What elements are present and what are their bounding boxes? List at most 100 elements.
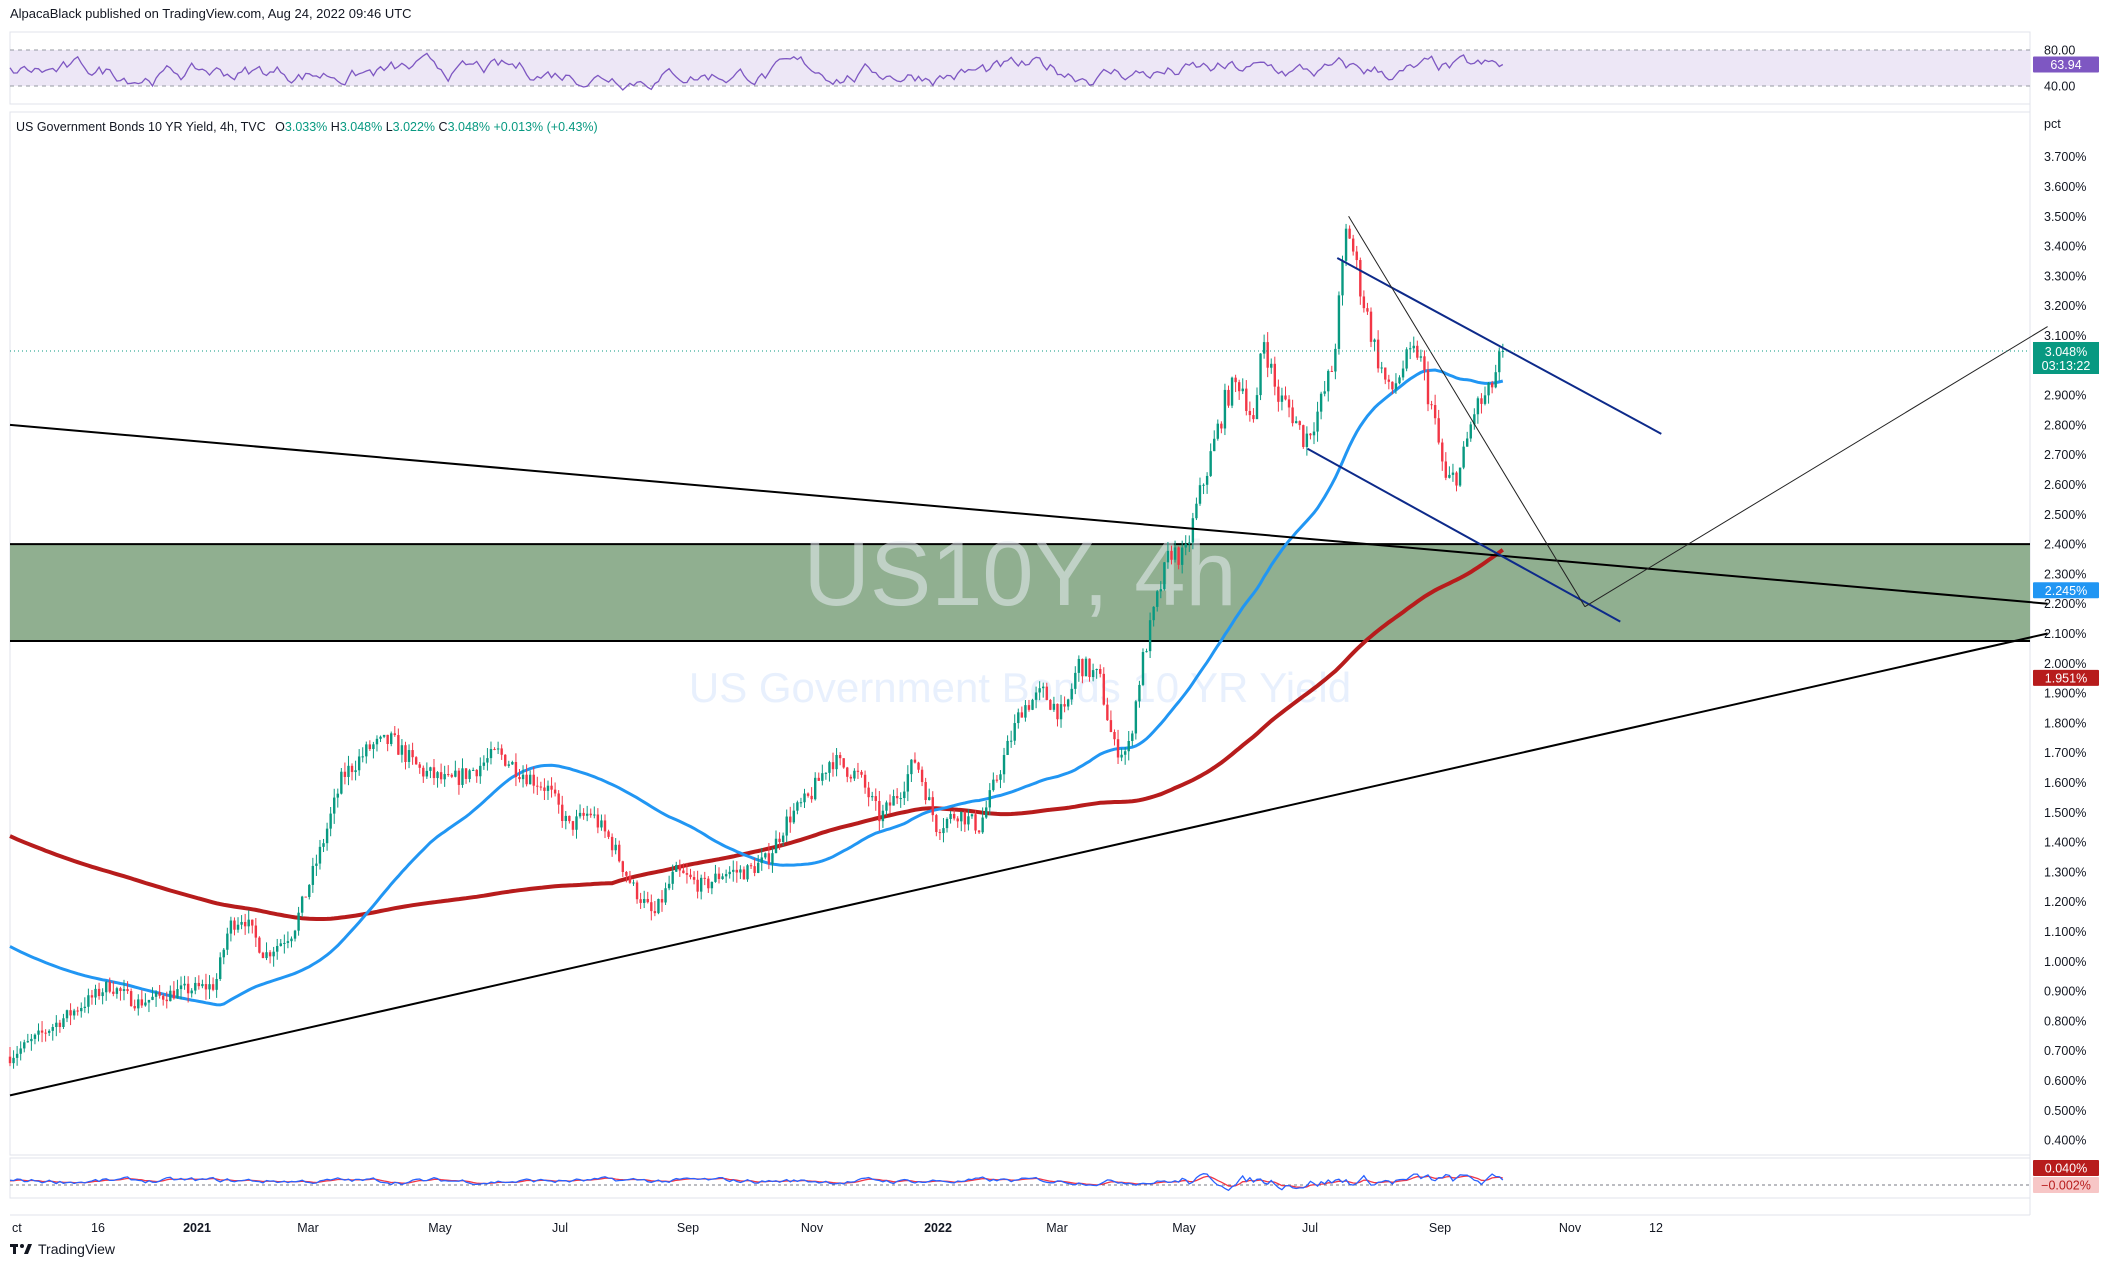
candle-body [1234, 377, 1237, 383]
price-tick-label: 1.800% [2044, 716, 2086, 730]
candle-body [457, 770, 461, 785]
rsi-tick-label: 40.00 [2044, 80, 2075, 94]
candle-body [347, 765, 350, 777]
candle-body [1213, 438, 1216, 452]
macd-value-badge-bg [2033, 1160, 2099, 1176]
candle-body [1355, 251, 1358, 261]
candle-body [849, 776, 853, 779]
price-tick-label: 3.600% [2044, 180, 2086, 194]
candle-body [1191, 518, 1195, 543]
current-price-badge-bg [2033, 341, 2099, 374]
candle-body [1059, 704, 1063, 720]
candle-body [65, 1010, 69, 1019]
candle-body [165, 999, 168, 1002]
candle-body [37, 1030, 40, 1035]
candle-body [233, 920, 236, 930]
candle-body [1266, 342, 1269, 368]
channel-lower-line [1307, 447, 1621, 623]
candle-body [1020, 712, 1024, 718]
candle-body [1465, 438, 1469, 447]
price-tick-label: 1.700% [2044, 746, 2086, 760]
price-axis[interactable]: pct 3.700% 3.600% 3.500% 3.400% 3.300% 3.200% 3… [2033, 44, 2099, 1194]
candle-body [628, 875, 632, 883]
price-tick-label: 1.000% [2044, 955, 2086, 969]
candle-body [1027, 705, 1031, 710]
candle-body [482, 762, 486, 766]
candle-body [101, 992, 104, 997]
candle-body [261, 952, 265, 959]
rsi-value-badge: 63.94 [2050, 58, 2081, 72]
trend-drawings[interactable] [9, 216, 2048, 1097]
legend-open: 3.033% [284, 120, 328, 134]
resistance-trendline [9, 423, 2048, 605]
candle-body [1341, 260, 1344, 296]
candle-body [493, 748, 496, 750]
candle-body [201, 984, 204, 987]
candle-body [632, 882, 635, 884]
price-tick-label: 3.200% [2044, 299, 2086, 313]
candle-body [336, 793, 339, 798]
candle-body [667, 883, 671, 889]
candle-body [83, 1006, 87, 1008]
candle-body [507, 764, 510, 766]
time-tick-label: Jul [552, 1221, 568, 1235]
candle-body [464, 768, 468, 779]
candle-body [162, 995, 165, 1000]
candle-body [379, 736, 382, 739]
candle-body [26, 1041, 30, 1043]
candle-body [828, 762, 831, 773]
candle-body [112, 991, 115, 994]
candle-body [881, 810, 885, 822]
candle-body [1227, 389, 1230, 406]
candle-body [1248, 410, 1252, 416]
candle-body [546, 785, 550, 791]
candle-body [717, 873, 721, 880]
candle-body [1180, 547, 1184, 565]
candle-body [1259, 353, 1262, 396]
time-tick-label: Mar [297, 1221, 319, 1235]
candle-body [988, 790, 991, 808]
candle-body [710, 881, 714, 889]
candle-body [1448, 474, 1451, 478]
tradingview-brand[interactable]: TradingView [10, 1241, 115, 1257]
candle-body [981, 817, 984, 833]
candle-body [1412, 345, 1415, 349]
candle-body [639, 899, 642, 903]
candle-body [1091, 670, 1095, 678]
candle-body [970, 814, 974, 817]
candle-body [1373, 339, 1376, 342]
candle-body [19, 1048, 22, 1054]
candle-body [422, 767, 425, 777]
candle-body [1319, 393, 1323, 412]
price-tick-label: 0.800% [2044, 1014, 2086, 1028]
candle-body [518, 777, 521, 780]
candle-body [1123, 751, 1127, 755]
candle-body [243, 921, 247, 927]
candle-body [532, 774, 535, 786]
candle-body [931, 797, 934, 816]
candle-body [525, 774, 528, 785]
candle-body [1366, 308, 1369, 312]
legend-close-label: C [438, 120, 448, 134]
candle-body [967, 816, 970, 825]
price-tick-label: 2.600% [2044, 478, 2086, 492]
time-axis[interactable]: ct 16 2021 Mar May Jul Sep Nov 2022 Mar May Jul Sep N… [12, 1221, 1663, 1235]
candle-body [1273, 363, 1277, 387]
candle-body [1038, 688, 1041, 693]
candle-body [62, 1018, 65, 1027]
tradingview-logo-icon [10, 1244, 32, 1254]
candle-body [454, 770, 457, 777]
time-tick-label: May [428, 1221, 452, 1235]
price-tick-label: 0.700% [2044, 1044, 2086, 1058]
candle-body [119, 988, 122, 992]
candle-body [1017, 712, 1020, 724]
candle-body [963, 811, 967, 825]
candle-body [985, 807, 988, 818]
candle-body [1077, 658, 1081, 673]
candle-body [813, 777, 817, 800]
candle-body [1380, 367, 1383, 369]
candle-body [414, 757, 418, 765]
candle-body [1013, 723, 1016, 741]
candle-body [80, 1007, 83, 1012]
